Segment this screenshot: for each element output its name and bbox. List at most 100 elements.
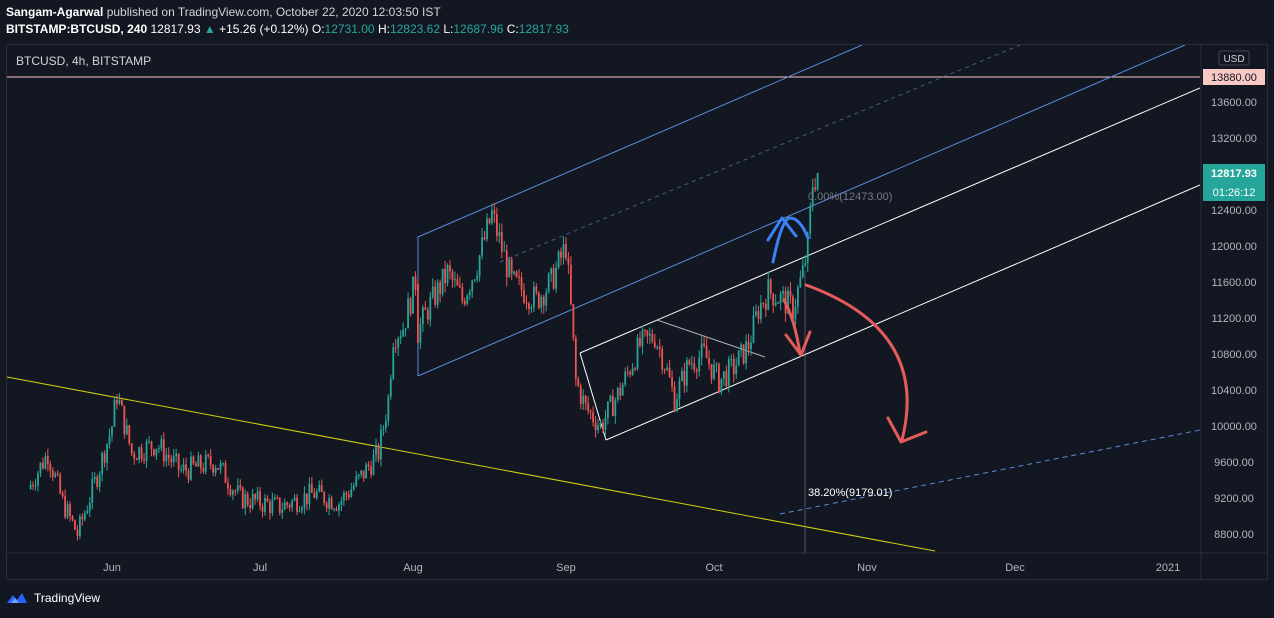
candle-body [165,454,168,462]
blue-up-arrow [771,216,810,264]
symbol-name[interactable]: BITSTAMP:BTCUSD, 240 [6,22,148,36]
white-channel-upper[interactable] [579,87,1200,354]
blue-arrowhead-icon [766,216,798,242]
candle-body [217,468,219,470]
time-tick-label: Jul [253,562,267,574]
candle-body [804,262,807,265]
candle-body [96,476,99,487]
candle-body [249,504,252,509]
chart-frame[interactable] [6,44,1268,580]
price-tick-label: 9200.00 [1214,493,1254,505]
blue-channel-upper[interactable] [417,45,863,238]
price-tick-label: 11200.00 [1211,313,1256,325]
yellow-trendline[interactable] [7,376,936,552]
candle-body [273,497,276,500]
red-curved-arrowhead-icon [886,416,928,444]
price-tick-label: 10000.00 [1211,421,1257,433]
candle-body [172,455,175,463]
candle-body [259,491,261,507]
currency-badge[interactable] [1218,50,1250,66]
price-tick-label: 13600.00 [1211,97,1257,109]
candle-body [777,302,780,304]
candle-body [560,251,562,258]
candle-body [234,490,237,492]
candle-body [732,358,735,375]
candle-body [599,422,602,426]
candle-body [609,395,612,402]
candle-body [476,276,479,280]
price-axis[interactable]: 13600.00 13200.00 12400.00 12000.00 11600.00… [1211,97,1257,541]
candle-body [39,462,42,474]
arrows-layer [766,216,928,444]
candle-body [32,484,34,487]
candle-body [557,251,560,268]
candle-body [513,271,516,274]
footer-brand[interactable]: TradingView [34,591,101,605]
candle-body [779,293,782,303]
candle-body [495,214,498,236]
currency-label: USD [1223,54,1244,65]
time-axis[interactable]: Jun Jul Aug Sep Oct Nov Dec 2021 [103,562,1180,574]
candle-body [547,274,550,293]
time-tick-label: Sep [556,562,576,574]
price-tick-label: 11600.00 [1211,277,1256,289]
candle-body [631,368,634,375]
candle-body [71,515,74,521]
candle-body [796,287,799,307]
countdown-label: 01:26:12 [1213,187,1256,199]
candle-body [394,347,397,349]
candle-body [155,448,158,456]
candle-body [61,493,64,497]
candle-body [444,268,446,283]
candle-body [54,473,57,477]
candle-body [29,484,32,489]
candle-body [244,493,247,509]
candle-body [199,455,202,469]
candle-body [106,443,108,463]
candle-body [343,492,345,501]
candle-body [661,349,664,370]
candle-body [120,400,123,406]
resistance-price-label: 13880.00 [1211,72,1257,84]
candle-body [194,463,197,467]
candle-body [710,364,713,379]
candle-body [491,210,493,224]
candle-body [718,364,720,393]
candle-body [153,449,155,456]
candle-body [811,187,814,207]
candle-body [614,399,617,417]
candle-body [759,303,762,320]
candle-body [170,458,173,463]
candle-body [148,441,150,443]
candle-body [227,482,229,489]
candle-body [387,396,390,421]
price-tick-label: 10800.00 [1211,349,1257,361]
author-name[interactable]: Sangam-Agarwal [6,5,104,19]
candle-body [582,395,585,404]
candle-body [231,490,234,495]
time-tick-label: Dec [1005,562,1025,574]
white-channel-lower[interactable] [605,184,1200,441]
candle-body [570,264,572,304]
candle-body [111,426,113,436]
fib-label-38: 38.20%(9179.01) [808,487,892,499]
candle-body [202,468,205,472]
candle-body [579,385,582,404]
blue-channel-lower[interactable] [417,45,1186,377]
candle-body [681,370,683,381]
candle-body [602,422,604,430]
minor-trendline[interactable] [656,319,766,358]
candle-body [293,497,296,501]
candle-body [656,346,659,348]
candle-body [532,286,535,308]
candle-body [535,286,538,293]
candle-body [93,476,96,480]
candle-body [310,483,313,493]
candle-body [439,282,442,294]
time-tick-label: Aug [403,562,423,574]
publish-line: Sangam-Agarwal published on TradingView.… [6,5,441,19]
candle-body [266,498,269,502]
candle-body [456,279,459,286]
candle-body [809,206,812,234]
